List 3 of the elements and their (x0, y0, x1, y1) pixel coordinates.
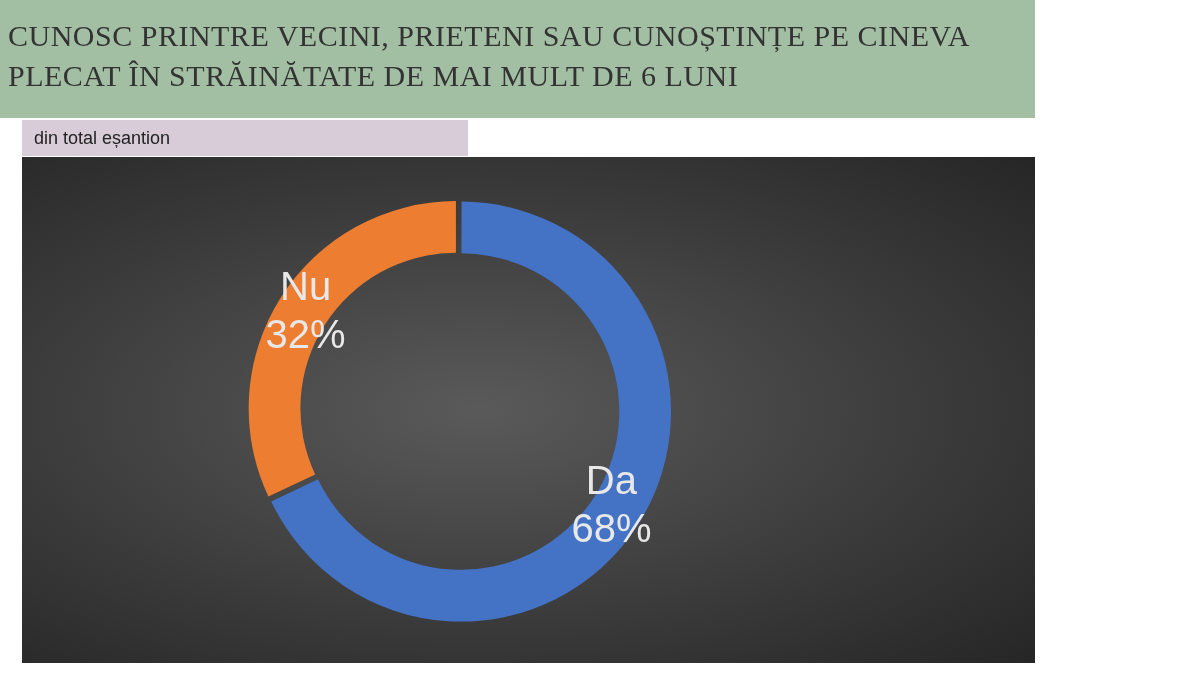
chart-title: CUNOSC PRINTRE VECINI, PRIETENI SAU CUNOȘTINȚE PE CINEVA PLECAT ÎN STRĂINĂTATE DE MAI MULT DE 6 LUNI (0, 0, 1035, 118)
slice-label: Nu (280, 263, 332, 308)
text: din total eșantion (22, 120, 468, 156)
